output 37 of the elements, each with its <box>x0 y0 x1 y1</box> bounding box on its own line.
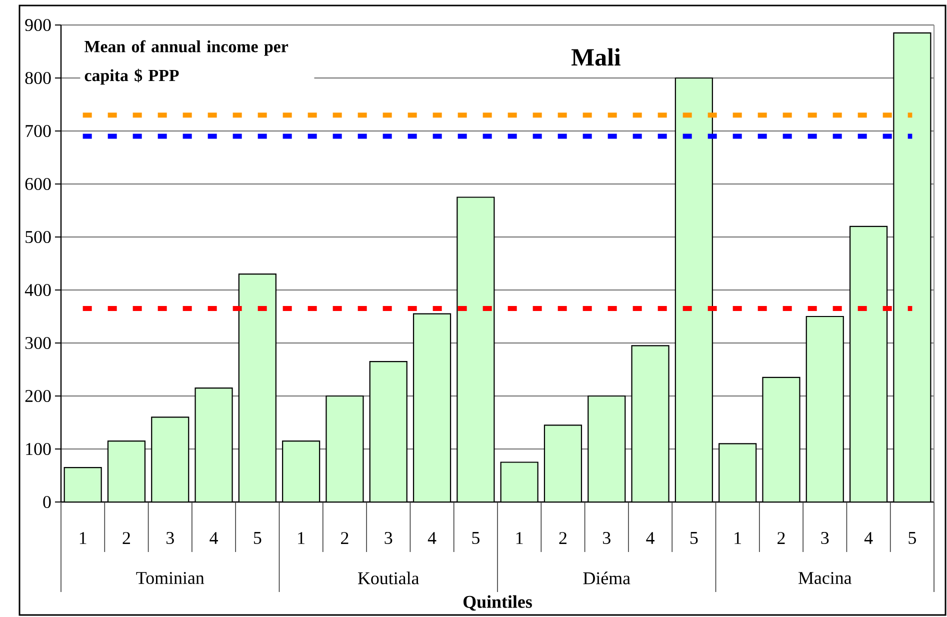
x-tick-label: 5 <box>690 532 698 544</box>
x-tick-label: 3 <box>384 532 392 544</box>
y-tick-label: 900 <box>25 18 51 32</box>
x-tick-label: 1 <box>80 532 86 544</box>
x-tick-label: 3 <box>166 532 174 544</box>
y-tick-label: 800 <box>25 72 51 84</box>
x-tick-label: 1 <box>298 532 304 544</box>
x-tick-label: 5 <box>908 532 916 544</box>
x-tick-label: 2 <box>122 532 130 544</box>
y-tick-label: 600 <box>25 178 51 190</box>
x-tick-label: 2 <box>778 532 785 544</box>
text: Macina <box>798 572 852 584</box>
text: Tominian <box>136 572 204 584</box>
x-tick-label: 1 <box>516 532 523 544</box>
y-axis-title: Mean of annual income per capita $ PPP <box>84 40 288 85</box>
x-tick-label: 4 <box>428 532 436 544</box>
x-tick-label: 3 <box>821 532 829 544</box>
x-tick-label: 4 <box>210 532 218 544</box>
x-tick-label: 4 <box>646 532 654 544</box>
x-tick-label: 2 <box>341 532 348 544</box>
x-tick-label: 4 <box>864 532 873 544</box>
y-tick-label: 500 <box>26 230 51 244</box>
y-tick-label: 100 <box>26 442 51 456</box>
x-tick-label: 2 <box>559 532 566 544</box>
text: Mali <box>571 48 621 66</box>
y-tick-label: 300 <box>25 336 51 350</box>
x-tick-label: 5 <box>254 532 262 544</box>
y-tick-label: 200 <box>25 390 51 402</box>
y-tick-label: 700 <box>26 124 51 138</box>
x-tick-label: 1 <box>734 532 741 544</box>
x-tick-label: 3 <box>603 532 610 544</box>
text: Koutiala <box>358 572 420 584</box>
x-axis-title: Quintiles <box>464 595 532 611</box>
y-tick-label: 0 <box>43 496 51 508</box>
text: Diéma <box>583 572 630 584</box>
y-tick-label: 400 <box>24 284 51 296</box>
x-tick-label: 5 <box>472 532 480 544</box>
